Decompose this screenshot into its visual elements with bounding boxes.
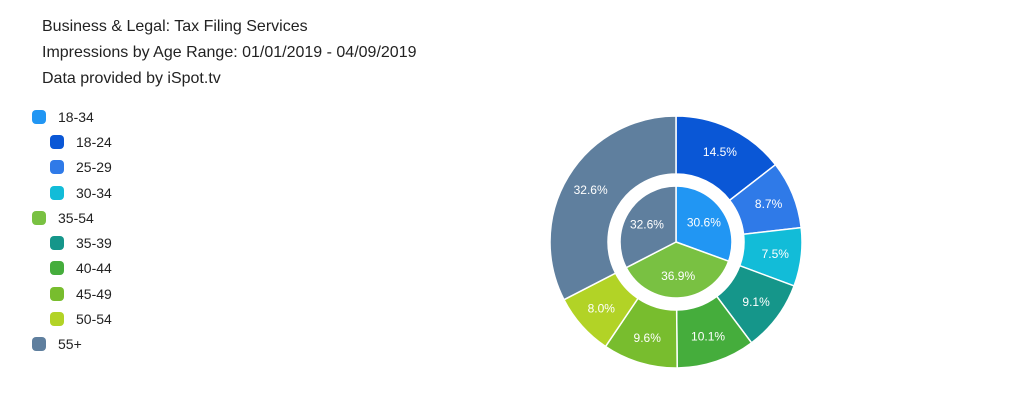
legend-swatch [50,236,64,251]
outer-slice-55-[interactable] [549,115,677,301]
legend-swatch [32,337,46,352]
legend-item-50-54[interactable]: 50-54 [32,306,112,331]
legend-item-18-34[interactable]: 18-34 [32,104,112,129]
outer-slice-label: 8.7% [755,197,783,211]
outer-slice-label: 9.1% [742,295,770,309]
chart-subtitle: Impressions by Age Range: 01/01/2019 - 0… [42,44,417,61]
legend-item-18-24[interactable]: 18-24 [32,129,112,154]
outer-slice-label: 14.5% [703,145,737,159]
legend-label: 35-54 [58,209,94,226]
outer-slice-label: 7.5% [762,247,790,261]
legend-swatch [50,261,64,276]
inner-slice-35-54[interactable] [625,241,730,299]
legend-item-30-34[interactable]: 30-34 [32,180,112,205]
legend-item-40-44[interactable]: 40-44 [32,256,112,281]
inner-slice-55-[interactable] [619,185,677,269]
chart-source: Data provided by iSpot.tv [42,70,221,87]
legend-label: 50-54 [76,311,112,328]
legend-item-25-29[interactable]: 25-29 [32,155,112,180]
legend-swatch [50,160,64,175]
legend-item-35-39[interactable]: 35-39 [32,230,112,255]
legend-label: 25-29 [76,159,112,176]
legend-item-55-[interactable]: 55+ [32,332,112,357]
legend-swatch [32,109,46,124]
inner-slice-label: 32.6% [630,217,664,231]
legend: 18-34 18-24 25-29 30-34 35-54 35-39 40-44 45-49… [32,104,112,357]
legend-label: 18-24 [76,133,112,150]
legend-label: 45-49 [76,285,112,302]
legend-swatch [50,312,64,327]
legend-swatch [50,134,64,149]
legend-label: 18-34 [58,108,94,125]
legend-swatch [50,286,64,301]
inner-slice-label: 36.9% [661,269,695,283]
legend-label: 30-34 [76,184,112,201]
outer-slice-label: 32.6% [574,183,608,197]
outer-slice-label: 10.1% [691,330,725,344]
outer-slice-label: 8.0% [588,301,616,315]
legend-swatch [32,210,46,225]
legend-item-45-49[interactable]: 45-49 [32,281,112,306]
inner-slice-18-34[interactable] [675,185,733,263]
legend-label: 40-44 [76,260,112,277]
outer-slice-label: 9.6% [634,331,662,345]
chart-header: Business & Legal: Tax Filing Services Im… [42,14,416,92]
legend-item-35-54[interactable]: 35-54 [32,205,112,230]
inner-slice-label: 30.6% [687,216,721,230]
legend-label: 55+ [58,336,82,353]
legend-swatch [50,185,64,200]
legend-label: 35-39 [76,235,112,252]
chart-title: Business & Legal: Tax Filing Services [42,18,308,35]
